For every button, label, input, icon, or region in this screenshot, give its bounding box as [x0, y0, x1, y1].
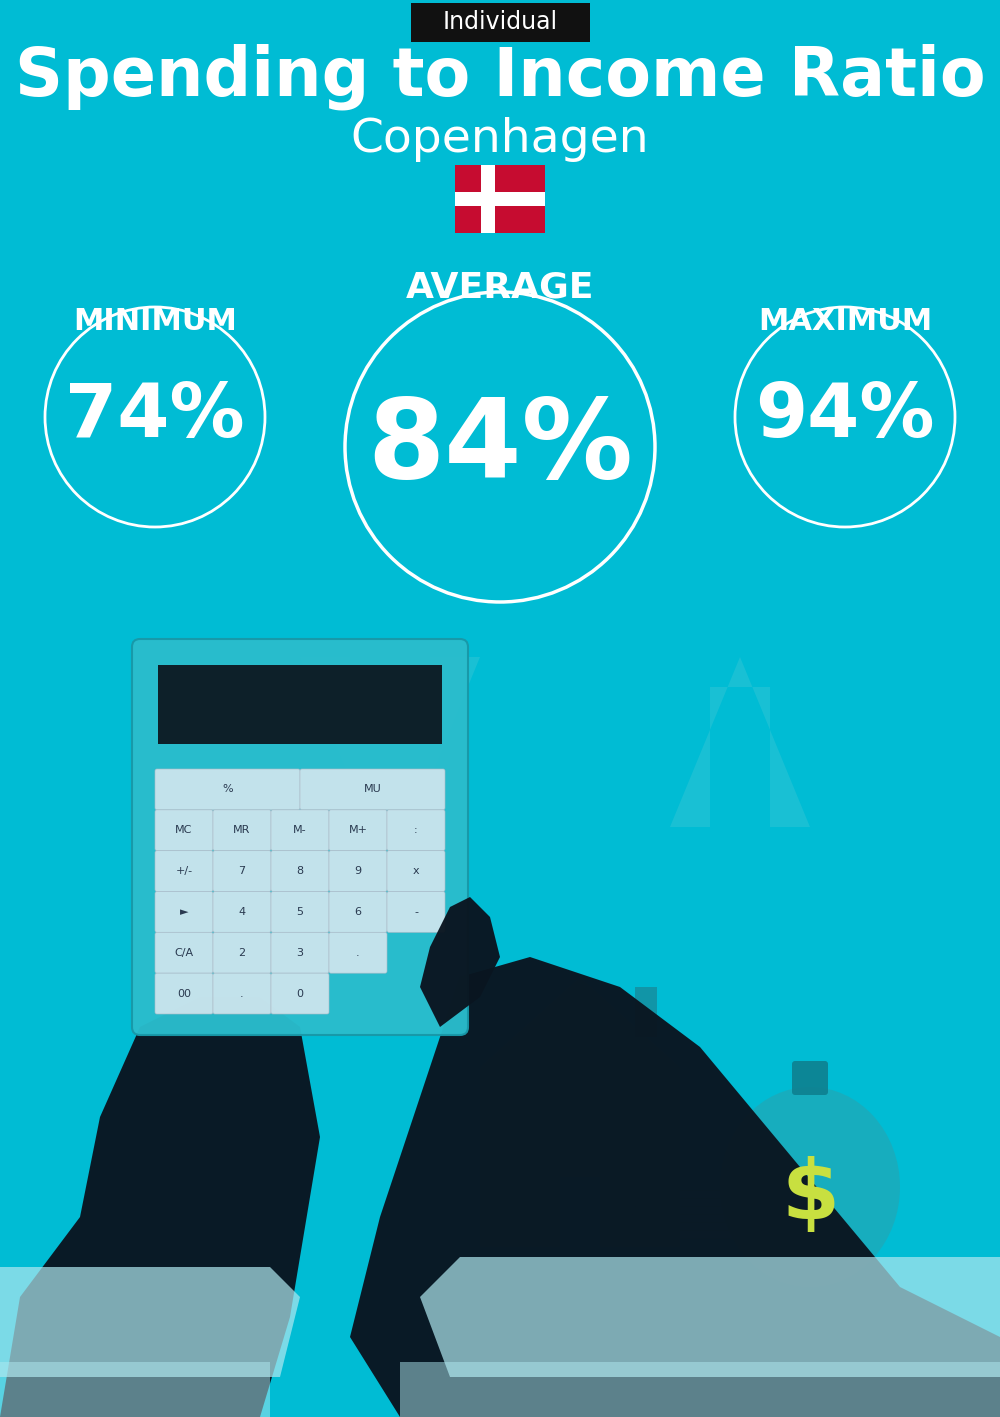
FancyBboxPatch shape [635, 988, 657, 1037]
Text: C/A: C/A [174, 948, 194, 958]
Text: -: - [414, 907, 418, 917]
Text: 2: 2 [238, 948, 246, 958]
FancyBboxPatch shape [455, 191, 545, 205]
Text: +/-: +/- [175, 866, 193, 876]
FancyBboxPatch shape [387, 850, 445, 891]
Polygon shape [0, 998, 320, 1417]
Polygon shape [480, 976, 680, 1067]
Polygon shape [300, 657, 480, 877]
Polygon shape [420, 1257, 1000, 1377]
Text: %: % [222, 785, 233, 795]
Text: 3: 3 [296, 948, 304, 958]
Polygon shape [350, 956, 1000, 1417]
FancyBboxPatch shape [155, 973, 213, 1015]
FancyBboxPatch shape [155, 932, 213, 973]
Polygon shape [420, 897, 500, 1027]
FancyBboxPatch shape [271, 850, 329, 891]
Text: M-: M- [293, 825, 307, 835]
Text: Copenhagen: Copenhagen [351, 116, 649, 162]
FancyBboxPatch shape [480, 1067, 680, 1247]
FancyBboxPatch shape [155, 811, 213, 850]
FancyBboxPatch shape [560, 1178, 600, 1247]
FancyBboxPatch shape [387, 891, 445, 932]
FancyBboxPatch shape [0, 1362, 270, 1417]
Polygon shape [670, 657, 810, 828]
FancyBboxPatch shape [271, 973, 329, 1015]
FancyBboxPatch shape [329, 932, 387, 973]
Text: 00: 00 [177, 989, 191, 999]
Text: AVERAGE: AVERAGE [406, 271, 594, 305]
Text: ►: ► [180, 907, 188, 917]
FancyBboxPatch shape [158, 665, 442, 744]
Text: MAXIMUM: MAXIMUM [758, 307, 932, 336]
FancyBboxPatch shape [271, 932, 329, 973]
Text: 5: 5 [296, 907, 304, 917]
Text: MINIMUM: MINIMUM [73, 307, 237, 336]
Ellipse shape [720, 1087, 900, 1287]
Text: 84%: 84% [367, 394, 633, 500]
FancyBboxPatch shape [300, 769, 445, 811]
Text: MR: MR [233, 825, 251, 835]
Text: $: $ [781, 1156, 839, 1237]
Text: Individual: Individual [442, 10, 558, 34]
Text: 7: 7 [238, 866, 246, 876]
FancyBboxPatch shape [132, 639, 468, 1034]
Text: MC: MC [175, 825, 193, 835]
Text: 4: 4 [238, 907, 246, 917]
Text: Spending to Income Ratio: Spending to Income Ratio [15, 44, 985, 111]
Text: .: . [240, 989, 244, 999]
FancyBboxPatch shape [213, 811, 271, 850]
FancyBboxPatch shape [329, 891, 387, 932]
FancyBboxPatch shape [629, 1214, 761, 1238]
Text: 74%: 74% [65, 381, 245, 453]
FancyBboxPatch shape [271, 811, 329, 850]
Text: 94%: 94% [755, 381, 935, 453]
Text: 9: 9 [354, 866, 362, 876]
Text: :: : [414, 825, 418, 835]
FancyBboxPatch shape [213, 850, 271, 891]
FancyBboxPatch shape [155, 891, 213, 932]
FancyBboxPatch shape [271, 891, 329, 932]
FancyBboxPatch shape [481, 164, 495, 232]
Text: M+: M+ [349, 825, 368, 835]
Text: x: x [413, 866, 419, 876]
Text: .: . [356, 948, 360, 958]
Text: 8: 8 [296, 866, 304, 876]
Text: MU: MU [364, 785, 381, 795]
FancyBboxPatch shape [213, 932, 271, 973]
Polygon shape [0, 1267, 300, 1377]
FancyBboxPatch shape [329, 850, 387, 891]
FancyBboxPatch shape [638, 1190, 770, 1214]
FancyBboxPatch shape [400, 1362, 1000, 1417]
Text: 6: 6 [354, 907, 362, 917]
FancyBboxPatch shape [213, 973, 271, 1015]
FancyBboxPatch shape [387, 811, 445, 850]
FancyBboxPatch shape [632, 1206, 764, 1230]
FancyBboxPatch shape [155, 850, 213, 891]
FancyBboxPatch shape [635, 1197, 767, 1221]
FancyBboxPatch shape [213, 891, 271, 932]
Text: 0: 0 [296, 989, 304, 999]
FancyBboxPatch shape [792, 1061, 828, 1095]
FancyBboxPatch shape [411, 3, 590, 41]
FancyBboxPatch shape [329, 811, 387, 850]
FancyBboxPatch shape [455, 164, 545, 232]
FancyBboxPatch shape [155, 769, 300, 811]
